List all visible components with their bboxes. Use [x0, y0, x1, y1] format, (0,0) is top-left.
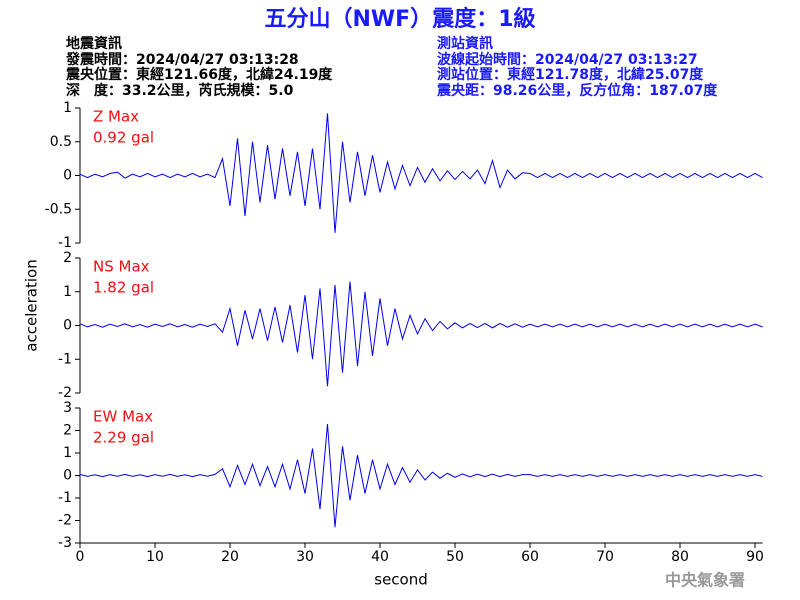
- info-right: 震央距：98.26公里，反方位角：187.07度: [436, 82, 718, 99]
- y-tick-label: 2: [63, 423, 72, 439]
- y-tick-label: 1: [63, 284, 72, 300]
- y-tick-label: -1: [58, 490, 72, 506]
- waveform: [79, 113, 763, 233]
- y-tick-label: 0: [63, 468, 72, 484]
- x-tick-label: 90: [746, 549, 764, 565]
- title: 五分山（NWF）震度：1級: [264, 6, 535, 32]
- channel-max: 2.29 gal: [93, 429, 154, 447]
- y-tick-label: -2: [58, 385, 72, 401]
- y-tick-label: -3: [58, 535, 72, 551]
- channel-name: EW Max: [93, 408, 153, 426]
- channel-name: Z Max: [93, 108, 139, 126]
- footer: 中央氣象署: [665, 571, 745, 590]
- waveform: [79, 423, 763, 528]
- y-tick-label: -1: [58, 351, 72, 367]
- info-left: 發震時間：2024/04/27 03:13:28: [65, 51, 299, 68]
- y-tick-label: 0.5: [50, 134, 72, 150]
- channel-name: NS Max: [93, 258, 150, 276]
- x-tick-label: 20: [221, 549, 239, 565]
- info-right: 測站資訊: [437, 35, 493, 52]
- y-tick-label: 0: [63, 168, 72, 184]
- info-left: 深 度：33.2公里，芮氏規模：5.0: [66, 82, 294, 99]
- channel-max: 1.82 gal: [93, 279, 154, 297]
- info-left: 震央位置：東經121.66度，北緯24.19度: [65, 66, 333, 83]
- x-tick-label: 10: [146, 549, 164, 565]
- y-tick-label: 1: [63, 445, 72, 461]
- x-tick-label: 50: [446, 549, 464, 565]
- x-tick-label: 40: [371, 549, 389, 565]
- waveform: [79, 281, 763, 387]
- info-right: 波線起始時間：2024/04/27 03:13:27: [437, 51, 698, 68]
- y-tick-label: 3: [63, 400, 72, 416]
- channel-max: 0.92 gal: [93, 129, 154, 147]
- x-tick-label: 0: [76, 549, 85, 565]
- x-tick-label: 30: [296, 549, 314, 565]
- x-tick-label: 70: [596, 549, 614, 565]
- y-tick-label: -1: [58, 235, 72, 251]
- y-tick-label: 2: [63, 250, 72, 266]
- x-tick-label: 80: [671, 549, 689, 565]
- y-tick-label: 0: [63, 318, 72, 334]
- y-tick-label: -0.5: [45, 201, 72, 217]
- x-tick-label: 60: [521, 549, 539, 565]
- info-right: 測站位置：東經121.78度，北緯25.07度: [437, 66, 704, 83]
- y-tick-label: 1: [63, 100, 72, 116]
- y-axis-label: acceleration: [23, 259, 41, 351]
- info-left: 地震資訊: [66, 35, 122, 52]
- y-tick-label: -2: [58, 513, 72, 529]
- x-axis-label: second: [374, 571, 428, 589]
